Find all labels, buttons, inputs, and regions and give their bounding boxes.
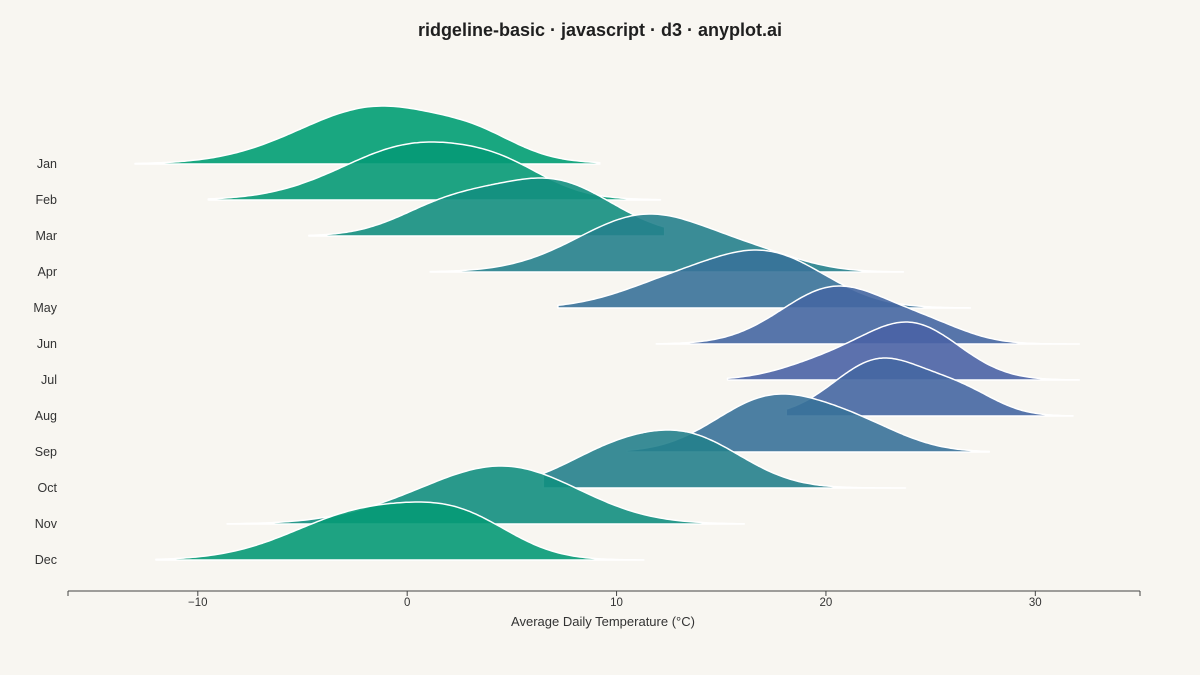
ridges-group (134, 105, 1081, 561)
ridge-jun (655, 285, 1081, 345)
month-label-feb: Feb (35, 193, 57, 207)
ridge-nov (226, 465, 746, 525)
x-axis-label: Average Daily Temperature (°C) (511, 614, 695, 629)
x-tick-label: −10 (188, 597, 208, 609)
ridge-mar (308, 177, 666, 237)
chart-title: ridgeline-basic · javascript · d3 · anyp… (417, 20, 783, 40)
ridge-dec (155, 501, 645, 561)
ridge-aug (785, 357, 1074, 417)
x-tick-label: 10 (610, 597, 623, 609)
month-label-jul: Jul (41, 373, 57, 387)
x-tick-label: 30 (1029, 597, 1042, 609)
month-label-aug: Aug (35, 409, 57, 423)
month-label-jun: Jun (37, 337, 57, 351)
month-label-sep: Sep (35, 445, 57, 459)
month-label-jan: Jan (37, 157, 57, 171)
x-tick-label: 20 (820, 597, 833, 609)
month-labels: Jan Feb Mar Apr May Jun Jul Aug Sep Oct Nov Dec (33, 157, 57, 567)
month-label-oct: Oct (38, 481, 58, 495)
ridge-oct (542, 429, 907, 489)
x-tick-label: 0 (404, 597, 410, 609)
month-label-may: May (33, 301, 57, 315)
month-label-mar: Mar (35, 229, 57, 243)
month-label-apr: Apr (38, 265, 57, 279)
ridge-may (557, 249, 972, 309)
month-label-dec: Dec (35, 553, 57, 567)
month-label-nov: Nov (35, 517, 58, 531)
x-axis: −10 0 10 20 30 (67, 590, 1141, 609)
ridge-jul (726, 321, 1081, 381)
